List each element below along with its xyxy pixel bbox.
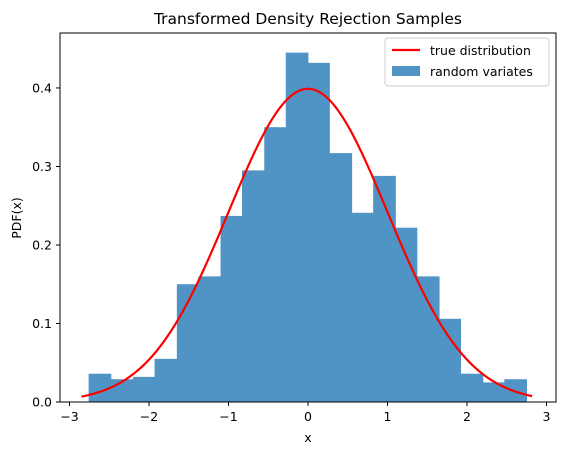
true-distribution-curve xyxy=(81,87,533,398)
y-tick-label: 0.4 xyxy=(32,80,52,95)
histogram-bar xyxy=(285,52,309,403)
histogram-bar xyxy=(88,373,112,402)
histogram-bar xyxy=(460,373,484,402)
histogram-bar xyxy=(351,212,374,402)
x-tick-label: 1 xyxy=(384,409,392,424)
legend: true distribution random variates xyxy=(384,37,550,87)
histogram-bar xyxy=(439,318,462,402)
x-tick-label: 0 xyxy=(304,409,312,424)
histogram-bar xyxy=(329,153,353,402)
histogram-bars xyxy=(88,52,527,403)
y-tick-label: 0.1 xyxy=(32,316,52,331)
histogram-bar xyxy=(416,276,440,402)
x-tick-label: 3 xyxy=(542,409,550,424)
y-tick-label: 0.2 xyxy=(32,237,52,252)
x-axis-label: x xyxy=(304,430,311,445)
x-axis-ticks: −3 −2 −1 0 1 2 3 xyxy=(60,402,550,424)
y-tick-label: 0.0 xyxy=(32,395,52,410)
y-tick-label: 0.3 xyxy=(32,159,52,174)
histogram-bar xyxy=(133,376,155,402)
histogram-bar xyxy=(264,127,287,402)
chart-title: Transformed Density Rejection Samples xyxy=(153,10,462,28)
histogram-bar xyxy=(198,276,221,402)
x-tick-label: −2 xyxy=(140,409,158,424)
histogram-bar xyxy=(482,382,505,402)
x-tick-label: −3 xyxy=(60,409,78,424)
legend-frame xyxy=(384,37,550,87)
x-tick-label: −1 xyxy=(219,409,237,424)
y-axis-ticks: 0.0 0.1 0.2 0.3 0.4 xyxy=(32,80,60,410)
histogram-bar xyxy=(154,358,178,402)
histogram-bar xyxy=(373,175,396,402)
legend-histogram-label: random variates xyxy=(430,64,533,79)
legend-histogram-swatch xyxy=(392,66,420,76)
histogram-bar xyxy=(308,62,330,402)
histogram-bar xyxy=(220,215,243,402)
legend-curve-label: true distribution xyxy=(430,43,531,58)
histogram-bar xyxy=(395,227,418,402)
x-tick-label: 2 xyxy=(463,409,471,424)
histogram-bar xyxy=(242,170,265,402)
y-axis-label: PDF(x) xyxy=(9,197,24,239)
